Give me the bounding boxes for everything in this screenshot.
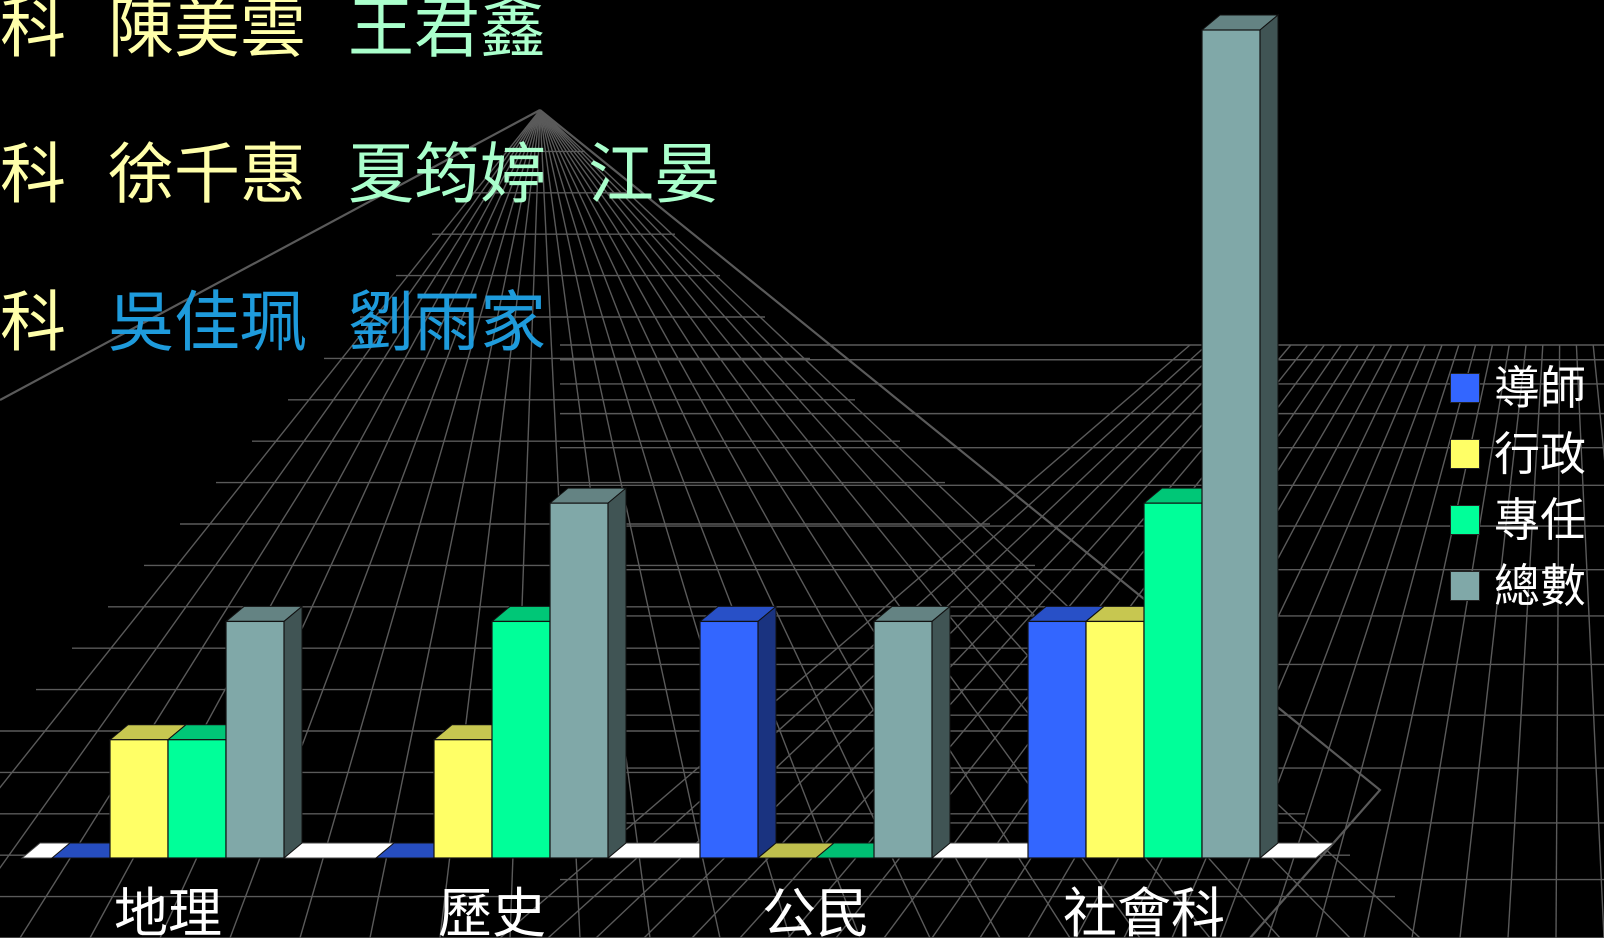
legend-swatch: [1450, 439, 1480, 469]
roster-row: 科徐千惠 夏筠婷 江晏: [0, 130, 762, 220]
teacher-name: 劉雨家: [348, 284, 546, 361]
teacher-name: 王君鑫: [348, 0, 546, 67]
roster-row: 科吳佳珮 劉雨家: [0, 278, 588, 368]
bar: [698, 605, 778, 860]
subject-label: 科: [0, 284, 66, 361]
teacher-name: 夏筠婷: [348, 136, 546, 213]
category-label: 歷史: [438, 882, 546, 938]
teacher-name: 徐千惠: [108, 136, 306, 213]
teacher-name: 陳美雲: [108, 0, 306, 67]
subject-label: 科: [0, 136, 66, 213]
bar: [224, 605, 304, 860]
legend-label: 導師: [1494, 361, 1586, 415]
teacher-name: 吳佳珮: [108, 284, 306, 361]
legend-swatch: [1450, 373, 1480, 403]
legend-label: 專任: [1494, 493, 1586, 547]
chart-legend: 導師 行政 專任 總數: [1450, 355, 1586, 619]
category-label: 公民: [762, 882, 870, 938]
bar: [548, 487, 628, 860]
legend-label: 總數: [1494, 559, 1586, 613]
legend-label: 行政: [1494, 427, 1586, 481]
legend-item: 行政: [1450, 421, 1586, 487]
roster-row: 科陳美雲 王君鑫: [0, 0, 588, 74]
legend-item: 導師: [1450, 355, 1586, 421]
legend-item: 專任: [1450, 487, 1586, 553]
legend-item: 總數: [1450, 553, 1586, 619]
teacher-name: 江晏: [588, 136, 720, 213]
bar: [872, 605, 952, 860]
category-label: 社會科: [1063, 882, 1225, 938]
legend-swatch: [1450, 505, 1480, 535]
subject-label: 科: [0, 0, 66, 67]
legend-swatch: [1450, 571, 1480, 601]
category-label: 地理: [114, 882, 222, 938]
bar: [1200, 13, 1280, 860]
